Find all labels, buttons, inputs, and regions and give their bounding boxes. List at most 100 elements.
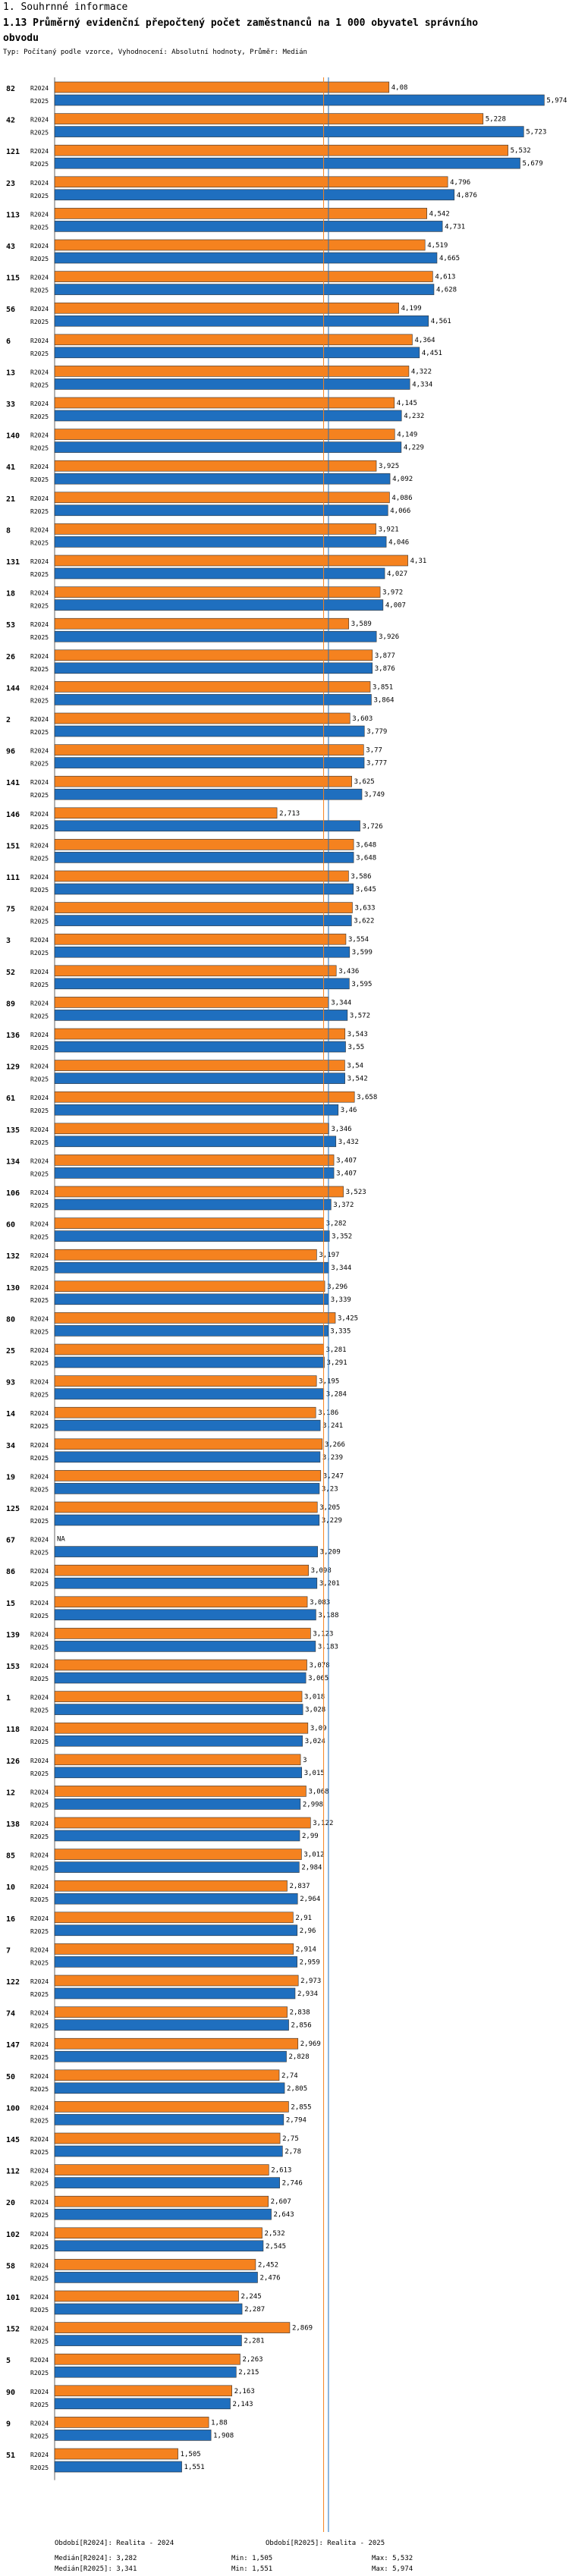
series-label-r2024: R2024	[30, 1789, 49, 1795]
data-label-r2025: 2,805	[287, 2085, 307, 2093]
series-label-r2025: R2025	[30, 1360, 49, 1367]
category-label: 144	[6, 684, 20, 693]
series-label-r2025: R2025	[30, 287, 49, 294]
category-label: 13	[6, 369, 15, 377]
data-label-r2024: 2,613	[271, 2167, 291, 2175]
series-label-r2025: R2025	[30, 1297, 49, 1304]
series-label-r2025: R2025	[30, 413, 49, 420]
series-label-r2024: R2024	[30, 338, 49, 344]
series-label-r2024: R2024	[30, 2168, 49, 2175]
series-label-r2024: R2024	[30, 1221, 49, 1228]
bar-r2025	[54, 694, 372, 705]
bar-r2025	[54, 662, 373, 674]
series-label-r2024: R2024	[30, 842, 49, 849]
data-label-r2024: 3,296	[327, 1283, 347, 1291]
series-label-r2025: R2025	[30, 1959, 49, 1966]
data-label-r2024: 2,245	[241, 2293, 262, 2301]
data-label-r2025: 2,998	[303, 1801, 323, 1808]
series-label-r2024: R2024	[30, 463, 49, 470]
category-label: 131	[6, 558, 20, 567]
bar-r2024	[54, 775, 352, 787]
bar-r2025	[54, 410, 402, 422]
bar-r2025	[54, 1419, 321, 1431]
bar-r2025	[54, 1451, 321, 1463]
bar-r2025	[54, 1388, 325, 1400]
data-label-r2024: 3,523	[346, 1189, 366, 1196]
data-label-r2025: 3,291	[327, 1359, 347, 1367]
bar-r2025	[54, 1136, 337, 1148]
bar-r2025	[54, 1010, 348, 1021]
series-label-r2025: R2025	[30, 1613, 49, 1619]
bar-r2024	[54, 1438, 323, 1450]
category-label: 82	[6, 85, 15, 93]
category-label: 1	[6, 1695, 11, 1703]
data-label-r2024: 2,837	[289, 1883, 310, 1890]
category-label: 10	[6, 1883, 15, 1892]
data-label-r2025: 3,46	[341, 1107, 357, 1114]
bar-r2024	[54, 1406, 316, 1418]
data-label-r2024: 3,425	[338, 1315, 358, 1322]
series-label-r2025: R2025	[30, 982, 49, 988]
series-label-r2025: R2025	[30, 130, 49, 137]
bar-r2025	[54, 567, 385, 580]
data-label-r2024: 3,247	[323, 1472, 344, 1480]
data-label-r2024: 4,31	[410, 558, 427, 565]
data-label-r2025: 3,028	[305, 1707, 325, 1714]
bar-r2024	[54, 1280, 325, 1293]
series-label-r2025: R2025	[30, 2433, 49, 2439]
category-label: 111	[6, 874, 20, 882]
series-label-r2025: R2025	[30, 1107, 49, 1114]
category-label: 16	[6, 1915, 15, 1924]
series-label-r2025: R2025	[30, 256, 49, 262]
bar-r2024	[54, 1501, 318, 1513]
series-label-r2025: R2025	[30, 1455, 49, 1462]
bar-r2024	[54, 302, 399, 314]
data-label-r2024: 3,972	[382, 589, 403, 597]
data-label-r2024: 4,796	[450, 179, 470, 187]
data-label-r2025: 3,599	[352, 949, 373, 957]
bar-r2024	[54, 366, 410, 377]
bar-r2024	[54, 1123, 329, 1135]
bar-r2024	[54, 586, 381, 598]
data-label-r2025: 4,066	[390, 507, 410, 515]
bar-r2025	[54, 379, 410, 390]
series-label-r2025: R2025	[30, 1170, 49, 1177]
series-label-r2025: R2025	[30, 2149, 49, 2156]
bar-r2024	[54, 1691, 303, 1702]
data-label-r2024: 3,407	[336, 1157, 357, 1164]
bar-r2025	[54, 1483, 320, 1494]
data-label-r2025: 3,645	[356, 886, 376, 894]
bar-r2025	[54, 1230, 330, 1242]
series-label-r2024: R2024	[30, 211, 49, 218]
series-label-r2024: R2024	[30, 937, 49, 944]
series-label-r2024: R2024	[30, 1726, 49, 1733]
series-label-r2025: R2025	[30, 539, 49, 546]
bar-r2025	[54, 915, 352, 926]
median-r2025-label: Medián[R2025]: 3,341	[55, 2565, 137, 2573]
category-label: 102	[6, 2231, 20, 2239]
bar-r2024	[54, 2164, 269, 2175]
series-label-r2025: R2025	[30, 1928, 49, 1935]
bar-r2024	[54, 113, 484, 124]
bar-r2024	[54, 1880, 288, 1892]
series-label-r2025: R2025	[30, 1486, 49, 1493]
bar-r2025	[54, 725, 365, 737]
series-label-r2025: R2025	[30, 855, 49, 862]
series-label-r2024: R2024	[30, 526, 49, 533]
data-label-r2025: 2,281	[244, 2338, 264, 2345]
series-label-r2025: R2025	[30, 382, 49, 388]
series-label-r2025: R2025	[30, 2054, 49, 2061]
series-label-r2025: R2025	[30, 2275, 49, 2282]
bar-r2024	[54, 2448, 178, 2460]
data-label-r2024: 3,633	[354, 905, 375, 913]
category-label: 80	[6, 1315, 15, 1324]
data-label-r2025: 4,229	[404, 445, 424, 452]
category-label: 75	[6, 906, 15, 914]
series-label-r2024: R2024	[30, 2041, 49, 2048]
data-label-r2024: 5,228	[486, 116, 506, 124]
bar-r2025	[54, 284, 435, 295]
data-label-r2024: 2,452	[258, 2261, 278, 2269]
series-label-r2025: R2025	[30, 193, 49, 199]
data-label-r2024: 3	[303, 1757, 307, 1764]
data-label-r2024: 3,925	[379, 463, 399, 470]
